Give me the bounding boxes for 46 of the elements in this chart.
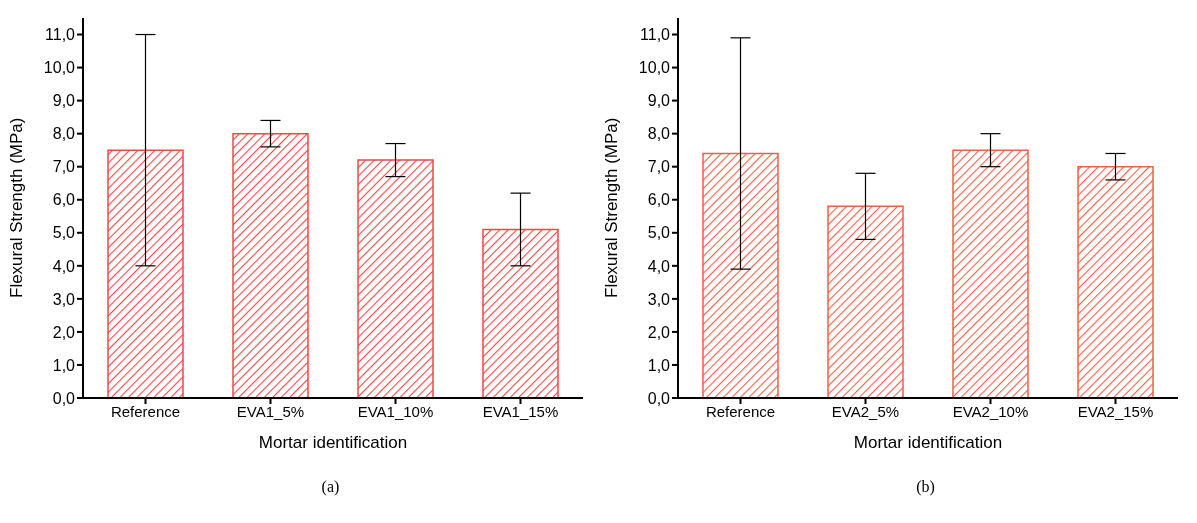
y-tick-label: 6,0: [647, 191, 671, 209]
x-tick-label: EVA2_10%: [952, 402, 1029, 420]
bar: [1077, 165, 1154, 398]
y-tick-label: 1,0: [52, 356, 76, 374]
y-tick-label: 9,0: [52, 92, 76, 110]
x-tick-label: EVA1_5%: [236, 402, 305, 420]
y-axis-title: Flexural Strength (MPa): [602, 117, 622, 298]
text: (a): [320, 478, 341, 496]
text: (b): [915, 478, 936, 496]
x-axis-title: Mortar identification: [258, 433, 408, 452]
bar: [702, 152, 779, 398]
y-tick-label: 4,0: [52, 257, 76, 275]
y-tick-label: 6,0: [52, 191, 76, 209]
x-axis-title: Mortar identification: [853, 433, 1003, 452]
y-tick-label: 7,0: [52, 158, 76, 176]
y-tick-label: 8,0: [647, 125, 671, 143]
y-tick-label: 2,0: [52, 323, 76, 341]
y-tick-label: 3,0: [52, 290, 76, 308]
y-tick-label: 11,0: [640, 26, 671, 44]
y-tick-label: 11,0: [45, 26, 76, 44]
y-tick-label: 0,0: [52, 389, 76, 407]
x-tick-label: EVA1_15%: [482, 402, 559, 420]
y-tick-label: 9,0: [647, 92, 671, 110]
x-tick-label: Reference: [110, 402, 181, 420]
y-tick-label: 1,0: [647, 356, 671, 374]
bar: [357, 159, 434, 398]
y-axis-title: Flexural Strength (MPa): [7, 117, 27, 298]
y-tick-label: 3,0: [647, 290, 671, 308]
y-tick-label: 5,0: [647, 224, 671, 242]
x-tick-label: EVA1_10%: [357, 402, 434, 420]
bar: [232, 132, 309, 398]
bar: [107, 149, 184, 398]
x-tick-label: Reference: [705, 402, 776, 420]
bar: [827, 205, 904, 398]
y-tick-label: 0,0: [647, 389, 671, 407]
y-tick-label: 4,0: [647, 257, 671, 275]
bar: [952, 149, 1029, 398]
y-tick-label: 10,0: [43, 59, 76, 77]
x-tick-label: EVA2_15%: [1077, 402, 1154, 420]
bar: [482, 228, 559, 398]
y-tick-label: 2,0: [647, 323, 671, 341]
y-tick-label: 10,0: [638, 59, 671, 77]
y-tick-label: 8,0: [52, 125, 76, 143]
x-tick-label: EVA2_5%: [831, 402, 900, 420]
y-tick-label: 5,0: [52, 224, 76, 242]
y-tick-label: 7,0: [647, 158, 671, 176]
